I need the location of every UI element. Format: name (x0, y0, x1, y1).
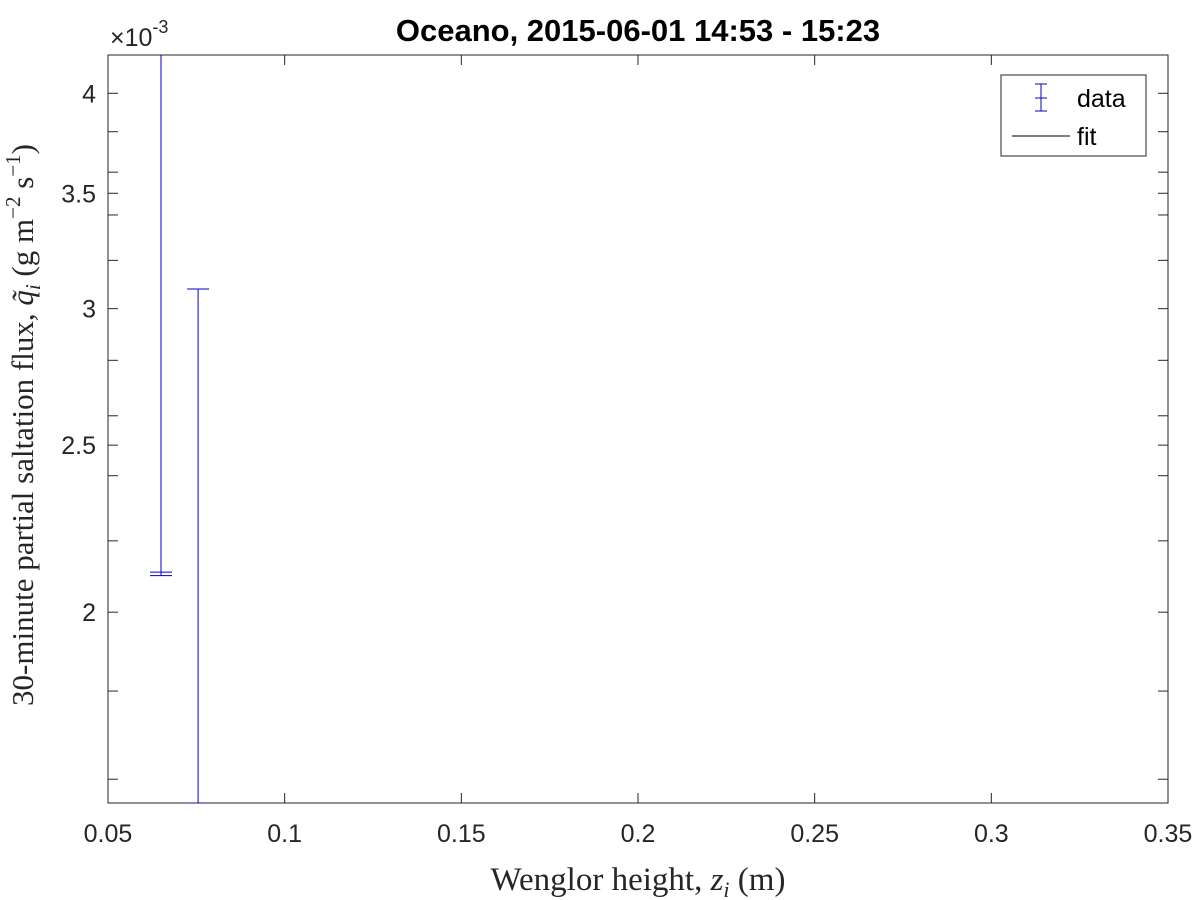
data-errorbar-1 (150, 55, 172, 577)
y-tick-label: 3 (82, 296, 96, 324)
y-multiplier-exponent: -3 (152, 17, 168, 37)
x-tick-label: 0.3 (974, 820, 1009, 848)
legend-errorbar-symbol (1035, 83, 1047, 112)
y-tick-label: 2 (82, 599, 96, 627)
legend: data fit (1000, 74, 1147, 157)
y-label-units-mid: s (5, 177, 40, 197)
y-axis-multiplier: ×10-3 (110, 17, 168, 52)
y-axis-label: 30-minute partial saltation flux, q̃i (g… (1, 144, 45, 706)
y-tick-label: 3.5 (61, 180, 96, 208)
data-errorbar-2 (187, 288, 210, 803)
x-tick-label: 0.1 (267, 820, 302, 848)
series-layer (150, 55, 210, 803)
legend-label-fit: fit (1077, 123, 1097, 151)
x-label-suffix: (m) (730, 862, 786, 898)
y-label-units-open: (g m (5, 219, 40, 284)
x-tick-label: 0.15 (437, 820, 486, 848)
x-tick-label: 0.2 (621, 820, 656, 848)
y-label-exponent-2: −1 (1, 154, 25, 176)
x-axis-label: Wenglor height, zi (m) (491, 862, 786, 900)
legend-label-data: data (1077, 85, 1126, 113)
x-label-subscript: i (723, 877, 729, 900)
y-label-variable: q̃ (5, 289, 40, 305)
y-tick-label: 4 (82, 80, 96, 108)
x-label-variable: z (710, 862, 724, 898)
y-multiplier-base: ×10 (110, 24, 152, 52)
y-label-subscript: i (21, 284, 45, 290)
legend-box (1000, 74, 1147, 157)
x-label-prefix: Wenglor height, (491, 862, 711, 898)
chart-title: Oceano, 2015-06-01 14:53 - 15:23 (396, 13, 880, 48)
plot-area (107, 54, 1169, 804)
y-label-prefix: 30-minute partial saltation flux, (5, 306, 40, 706)
x-tick-label: 0.25 (790, 820, 839, 848)
y-label-exponent-1: −2 (1, 197, 25, 219)
legend-entry-data: data (1035, 83, 1126, 113)
x-tick-label: 0.35 (1144, 820, 1193, 848)
legend-entry-fit: fit (1012, 123, 1097, 151)
x-tick-label: 0.05 (84, 820, 133, 848)
axis-ticks (107, 55, 1169, 803)
y-label-units-close: ) (5, 144, 40, 154)
y-tick-label: 2.5 (61, 432, 96, 460)
axis-tick-labels: 0.05 0.1 0.15 0.2 0.25 0.3 0.35 2 2.5 3 3.5 4 (61, 80, 1192, 848)
